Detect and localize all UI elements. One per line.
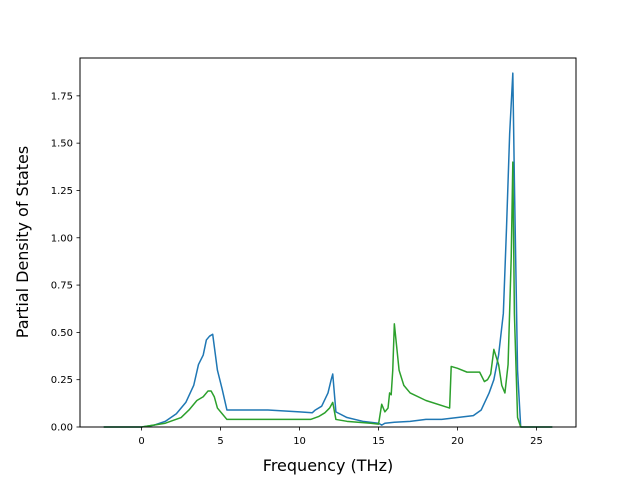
y-tick-label: 0.75 xyxy=(51,281,73,292)
y-tick-label: 1.50 xyxy=(51,139,73,150)
x-tick-label: 25 xyxy=(530,436,543,447)
series-line-1 xyxy=(103,72,553,428)
y-tick-label: 0.25 xyxy=(51,375,73,386)
plot-lines xyxy=(103,72,553,428)
x-axis-label: Frequency (THz) xyxy=(263,456,393,475)
x-tick-label: 10 xyxy=(293,436,306,447)
y-tick-label: 1.25 xyxy=(51,186,73,197)
y-axis-label: Partial Density of States xyxy=(13,146,32,338)
x-tick-label: 5 xyxy=(217,436,223,447)
x-axis-ticks: 0 5 10 15 20 25 xyxy=(138,427,543,447)
x-tick-label: 0 xyxy=(138,436,144,447)
y-tick-label: 1.75 xyxy=(51,91,73,102)
x-tick-label: 20 xyxy=(451,436,464,447)
series-line-2 xyxy=(103,161,553,428)
x-tick-label: 15 xyxy=(372,436,385,447)
plot-frame xyxy=(79,57,577,428)
y-tick-label: 0.00 xyxy=(51,423,73,434)
y-axis-ticks: 0.00 0.25 0.50 0.75 1.00 1.25 1.50 1.75 xyxy=(51,91,80,434)
y-tick-label: 0.50 xyxy=(51,328,73,339)
y-tick-label: 1.00 xyxy=(51,233,73,244)
